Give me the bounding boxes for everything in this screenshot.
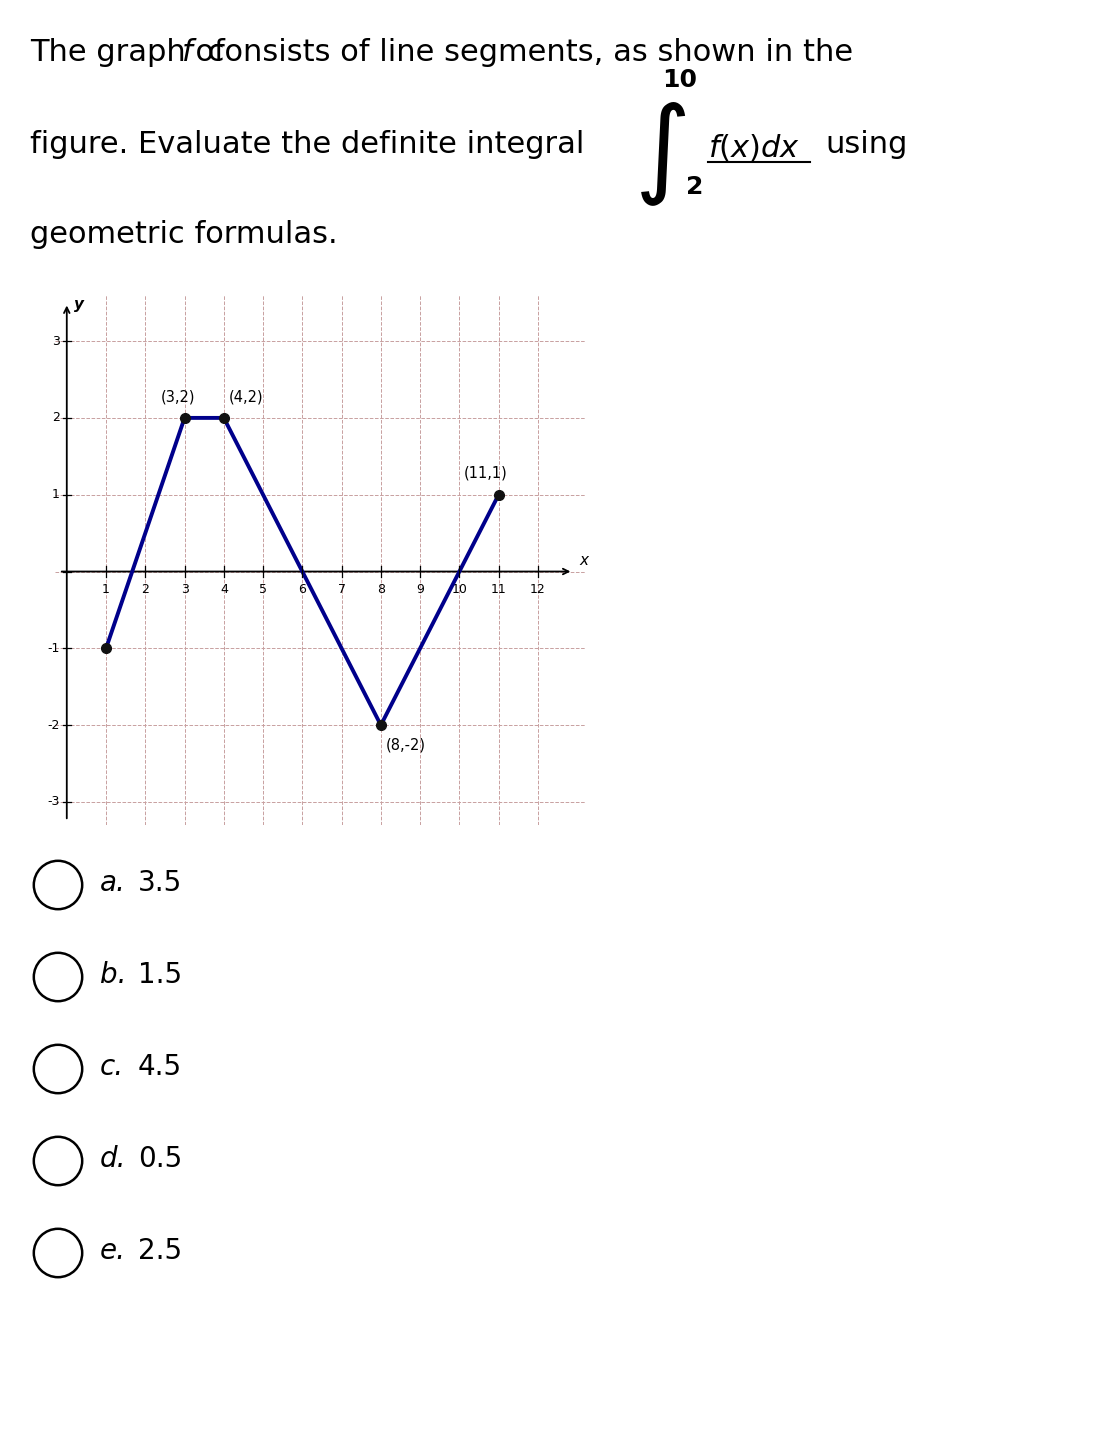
Text: 12: 12 bbox=[530, 583, 545, 596]
Text: 2: 2 bbox=[687, 176, 704, 199]
Text: e.: e. bbox=[100, 1238, 126, 1265]
Text: b.: b. bbox=[100, 961, 127, 990]
Text: f: f bbox=[182, 38, 193, 67]
Text: (4,2): (4,2) bbox=[229, 389, 263, 403]
Text: 2: 2 bbox=[141, 583, 149, 596]
Text: c.: c. bbox=[100, 1053, 124, 1081]
Text: using: using bbox=[825, 131, 908, 160]
Text: 2: 2 bbox=[51, 412, 60, 424]
Text: y: y bbox=[73, 296, 84, 312]
Text: a.: a. bbox=[100, 869, 126, 897]
Text: 3: 3 bbox=[181, 583, 188, 596]
Text: 10: 10 bbox=[662, 68, 698, 91]
Text: $\mathit{f(x)dx}$: $\mathit{f(x)dx}$ bbox=[708, 132, 800, 163]
Text: consists of line segments, as shown in the: consists of line segments, as shown in t… bbox=[198, 38, 853, 67]
Text: (8,-2): (8,-2) bbox=[385, 737, 426, 753]
Text: 0.5: 0.5 bbox=[138, 1145, 182, 1172]
Text: (3,2): (3,2) bbox=[161, 389, 196, 403]
Text: 10: 10 bbox=[451, 583, 468, 596]
Text: -1: -1 bbox=[47, 641, 60, 654]
Text: 4.5: 4.5 bbox=[138, 1053, 182, 1081]
Text: 5: 5 bbox=[260, 583, 267, 596]
Text: 1.5: 1.5 bbox=[138, 961, 182, 990]
Text: $\int$: $\int$ bbox=[634, 100, 687, 207]
Text: The graph of: The graph of bbox=[30, 38, 234, 67]
Text: 9: 9 bbox=[416, 583, 424, 596]
Text: geometric formulas.: geometric formulas. bbox=[30, 221, 337, 250]
Text: -3: -3 bbox=[47, 795, 60, 808]
Text: 7: 7 bbox=[337, 583, 346, 596]
Text: 1: 1 bbox=[51, 488, 60, 501]
Text: 11: 11 bbox=[491, 583, 507, 596]
Text: figure. Evaluate the definite integral: figure. Evaluate the definite integral bbox=[30, 131, 585, 160]
Text: (11,1): (11,1) bbox=[463, 466, 507, 480]
Text: 3: 3 bbox=[51, 335, 60, 348]
Text: 3.5: 3.5 bbox=[138, 869, 182, 897]
Text: 4: 4 bbox=[220, 583, 228, 596]
Text: x: x bbox=[579, 553, 588, 567]
Text: 1: 1 bbox=[102, 583, 110, 596]
Text: 6: 6 bbox=[299, 583, 307, 596]
Text: -2: -2 bbox=[47, 718, 60, 731]
Text: d.: d. bbox=[100, 1145, 127, 1172]
Text: 2.5: 2.5 bbox=[138, 1238, 182, 1265]
Text: 8: 8 bbox=[377, 583, 384, 596]
